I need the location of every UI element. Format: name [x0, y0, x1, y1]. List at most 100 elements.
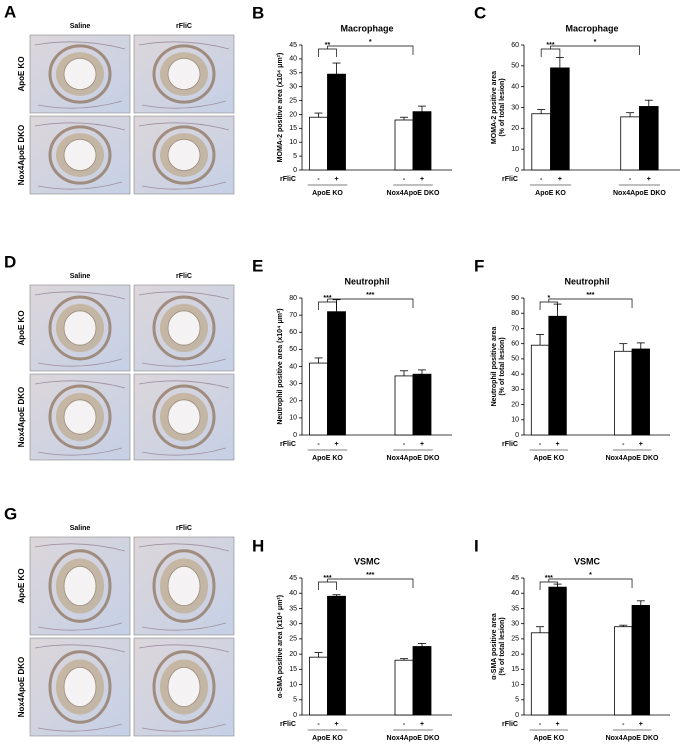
x-tick-label: -: [317, 721, 320, 728]
bar: [548, 586, 567, 716]
bar: [412, 373, 432, 436]
lumen: [63, 310, 97, 346]
significance-bracket: [540, 48, 561, 57]
y-tick-label: 5: [293, 697, 297, 704]
significance-bracket: [327, 298, 414, 308]
x-tick-label: -: [629, 176, 632, 183]
x-tick-label: -: [539, 721, 542, 728]
tissue-fold: [34, 122, 126, 190]
y-tick-label: 25: [289, 636, 297, 643]
significance-label: ***: [323, 575, 331, 582]
significance-bracket: [327, 45, 414, 55]
y-axis-label: Neutrophil positive area (x10⁴ μm²): [277, 308, 284, 424]
significance-label: ***: [323, 295, 331, 302]
vessel-wall: [48, 295, 112, 361]
x-tick-label: +: [647, 176, 651, 183]
x-tick-label: +: [556, 721, 560, 728]
row-label: Nox4ApoE DKO: [17, 657, 26, 717]
y-axis-label: α-SMA positive area: [491, 613, 498, 680]
x-tick-label: +: [420, 441, 424, 448]
bar: [620, 116, 640, 171]
y-axis-label: MOMA-2 positive area (x10⁴ μm²): [277, 53, 284, 163]
bar: [394, 659, 414, 716]
y-tick-label: 30: [289, 84, 297, 91]
x-tick-label: +: [639, 721, 643, 728]
y-tick-label: 30: [511, 386, 519, 393]
x-tick-label: +: [334, 176, 338, 183]
x-tick-label: +: [556, 441, 560, 448]
tissue-fold: [138, 122, 230, 190]
y-tick-label: 40: [289, 363, 297, 370]
vessel-wall: [48, 384, 112, 450]
significance-label: ***: [546, 42, 554, 49]
y-tick-label: 10: [289, 681, 297, 688]
x-tick-label: +: [639, 441, 643, 448]
y-tick-label: 15: [511, 666, 519, 673]
tissue-fold: [34, 41, 126, 109]
bar: [614, 350, 633, 436]
panel-letter: A: [4, 2, 16, 21]
group-label: Nox4ApoE DKO: [387, 455, 440, 462]
bar: [614, 626, 633, 716]
tissue-fold: [34, 644, 126, 732]
group-label: ApoE KO: [535, 190, 566, 197]
group-label: Nox4ApoE DKO: [606, 735, 659, 742]
group-label: Nox4ApoE DKO: [387, 190, 440, 197]
x-axis-label: rFliC: [502, 176, 518, 183]
chart-title: VSMC: [574, 556, 601, 566]
x-tick-label: +: [420, 721, 424, 728]
group-label: Nox4ApoE DKO: [606, 455, 659, 462]
x-axis-label: rFliC: [280, 441, 296, 448]
column-label: Saline: [70, 23, 91, 30]
y-tick-label: 15: [289, 125, 297, 132]
x-tick-label: -: [622, 721, 625, 728]
bar: [412, 646, 432, 716]
vessel-wall: [152, 44, 216, 104]
y-tick-label: 10: [511, 417, 519, 424]
significance-bracket: [318, 48, 337, 57]
y-tick-label: 0: [293, 712, 297, 719]
significance-label: **: [325, 42, 331, 49]
vessel-wall: [152, 650, 216, 724]
y-tick-label: 10: [511, 146, 519, 153]
y-tick-label: 60: [511, 341, 519, 348]
y-axis-label: MOMA-2 positive area: [491, 71, 498, 144]
y-tick-label: 80: [511, 310, 519, 317]
y-tick-label: 20: [289, 111, 297, 118]
row-label: ApoE KO: [17, 310, 26, 345]
y-tick-label: 35: [289, 605, 297, 612]
lumen: [167, 667, 201, 708]
lumen: [167, 566, 201, 607]
chart-title: Macrophage: [340, 23, 393, 33]
y-tick-label: 45: [289, 575, 297, 582]
y-tick-label: 0: [515, 712, 519, 719]
lumen: [63, 399, 97, 435]
significance-label: *: [369, 39, 372, 46]
y-tick-label: 50: [511, 356, 519, 363]
y-tick-label: 30: [511, 104, 519, 111]
panel-letter: H: [252, 536, 264, 555]
significance-label: *: [589, 572, 592, 579]
y-tick-label: 50: [289, 346, 297, 353]
row-label: ApoE KO: [17, 568, 26, 603]
y-axis-label: Neutrophil positive area: [491, 327, 498, 407]
y-tick-label: 40: [511, 84, 519, 91]
chart-title: Macrophage: [565, 23, 618, 33]
tissue-fold: [34, 380, 126, 456]
vessel-wall: [48, 125, 112, 185]
panel-letter: C: [474, 3, 486, 22]
significance-bracket: [548, 578, 633, 588]
x-tick-label: -: [403, 176, 406, 183]
group-label: ApoE KO: [312, 190, 343, 197]
significance-label: *: [594, 39, 597, 46]
lumen: [63, 667, 97, 708]
tissue-fold: [138, 380, 230, 456]
y-tick-label: 90: [511, 295, 519, 302]
vessel-wall: [152, 384, 216, 450]
significance-label: ***: [366, 292, 374, 299]
bar: [309, 116, 328, 171]
y-tick-label: 20: [511, 401, 519, 408]
bar: [530, 632, 550, 716]
bar: [394, 119, 414, 171]
